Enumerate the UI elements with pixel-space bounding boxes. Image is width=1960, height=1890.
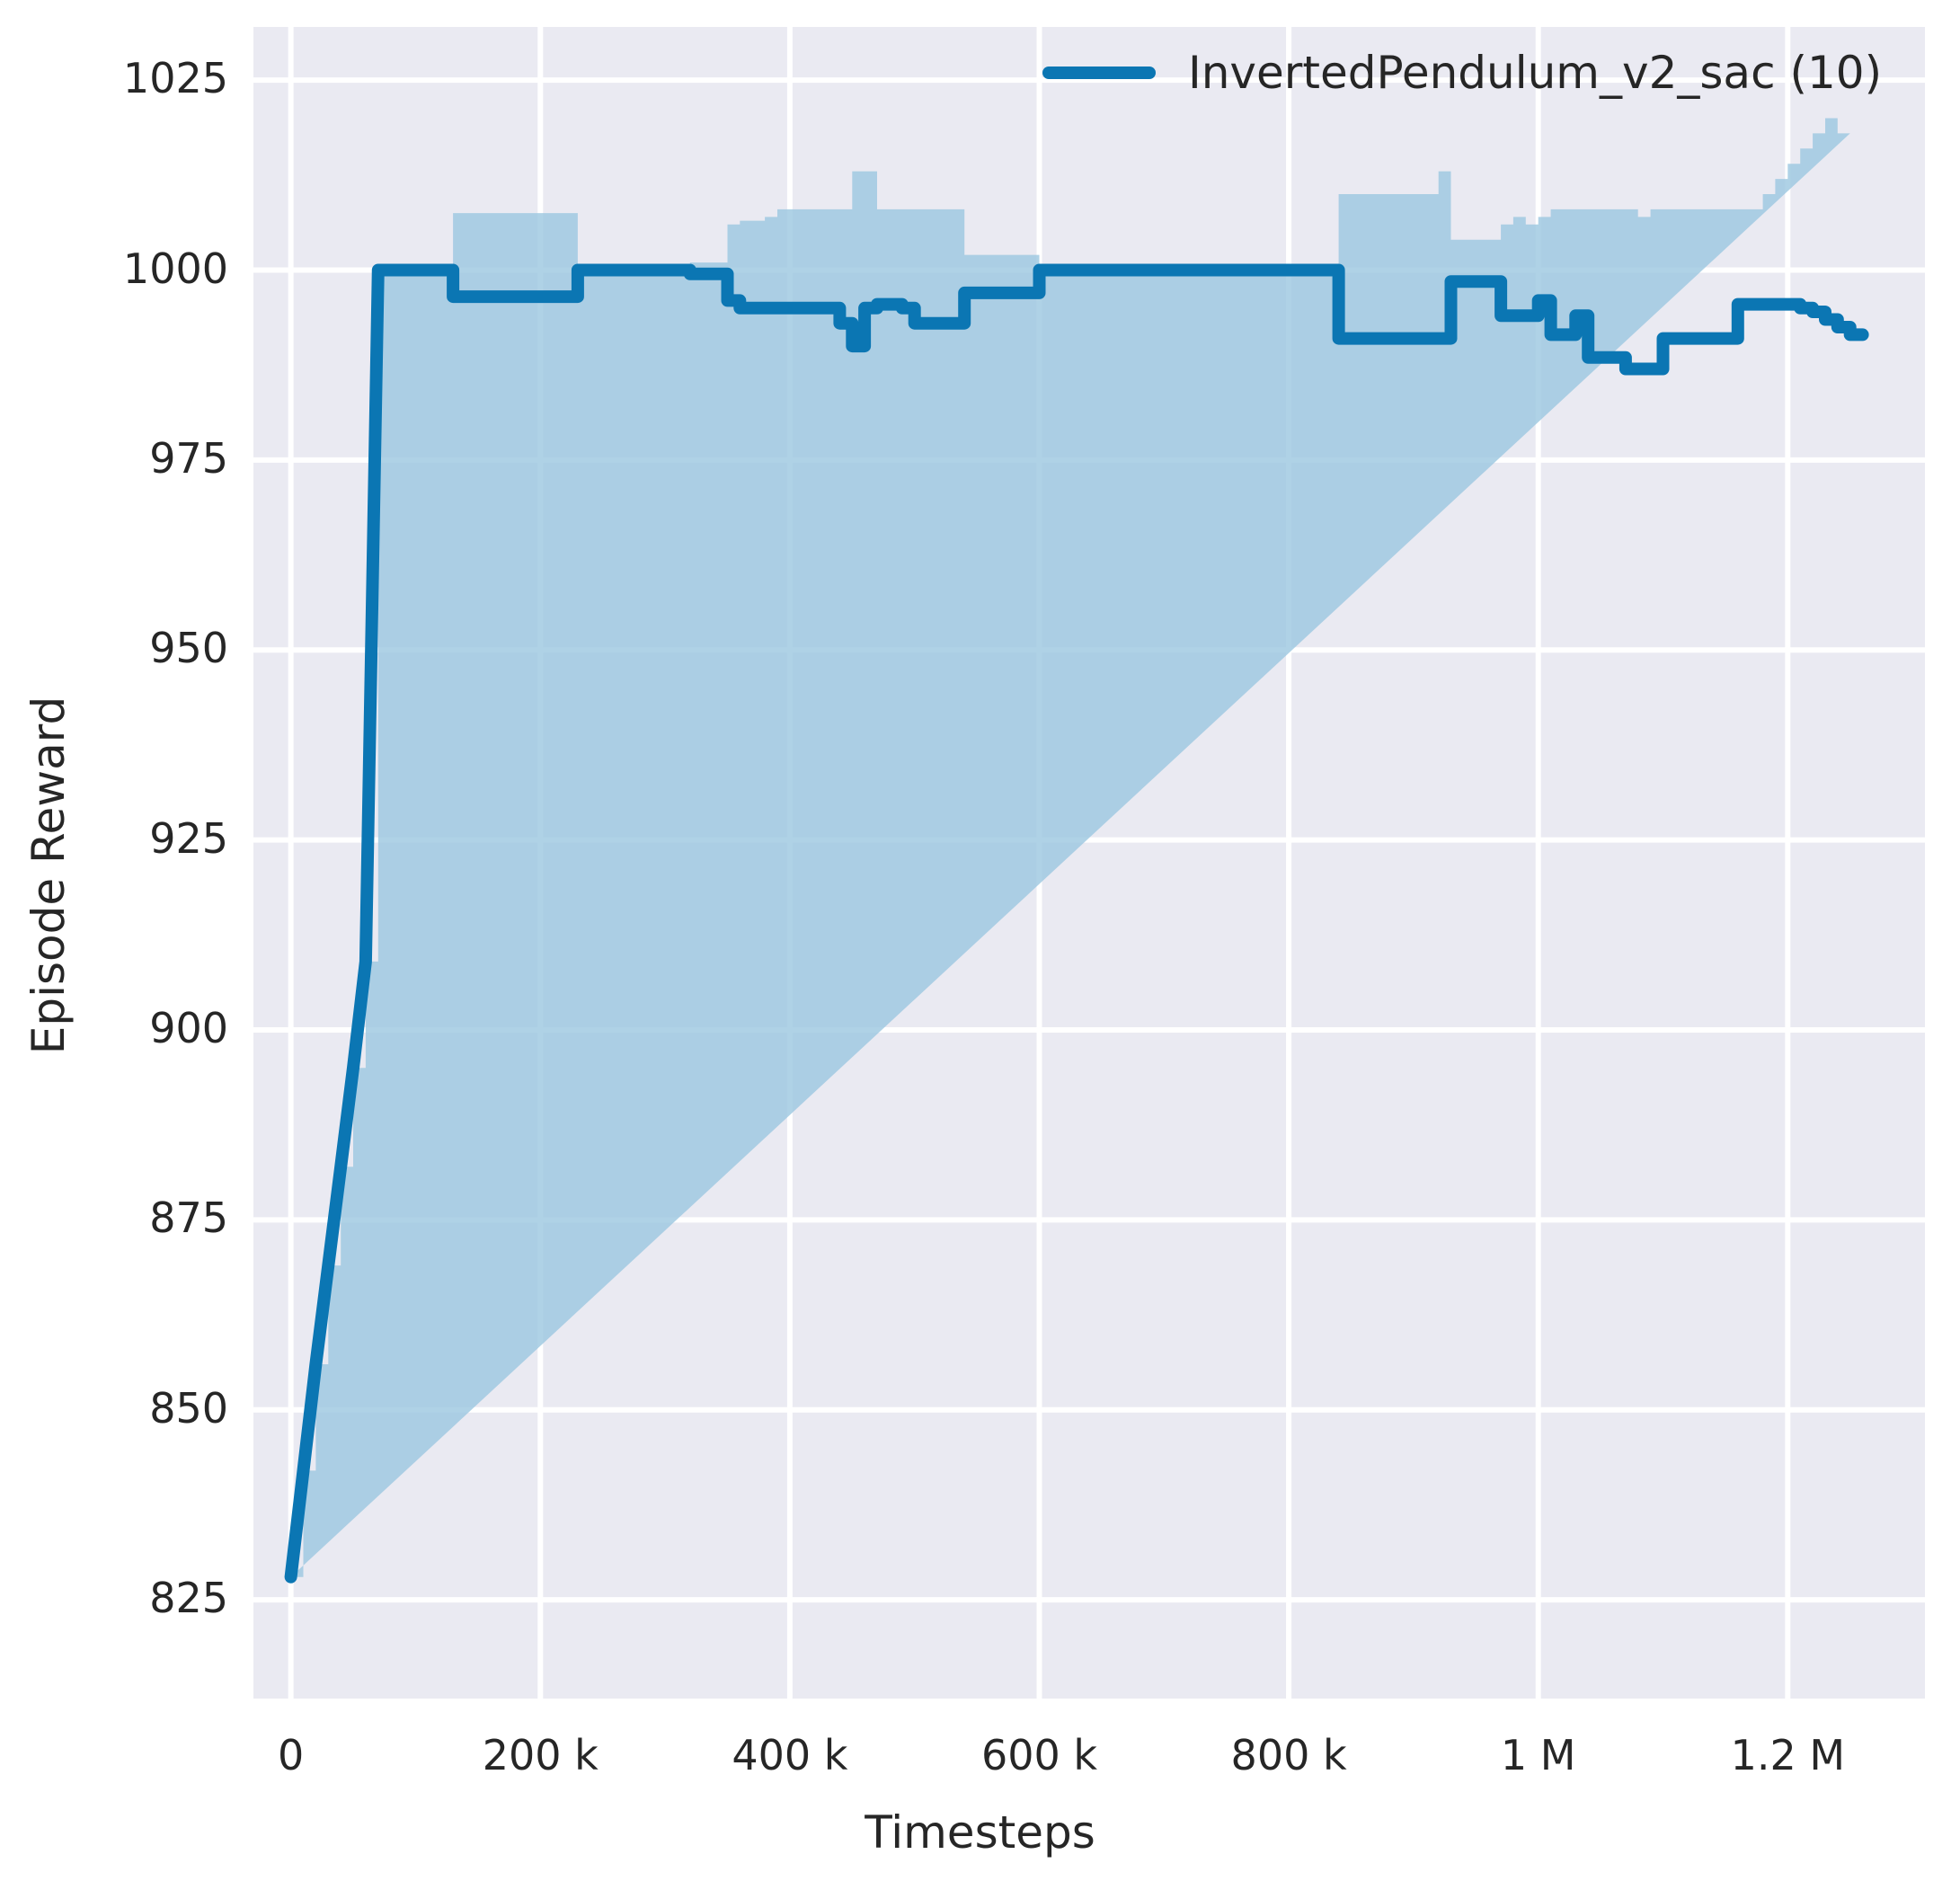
y-tick-label: 875 [149,1193,228,1243]
chart-legend: InvertedPendulum_v2_sac (10) [1042,47,1882,99]
y-tick-label: 1025 [122,54,228,103]
legend-entry-label: InvertedPendulum_v2_sac (10) [1188,47,1883,99]
y-tick-label: 900 [149,1004,228,1052]
x-tick-label: 400 k [732,1731,848,1779]
y-tick-label: 925 [149,813,228,863]
confidence-band [290,118,1850,1577]
x-tick-label: 1.2 M [1730,1731,1846,1779]
mean-reward-line [284,263,1869,1584]
x-tick-label: 200 k [482,1731,599,1779]
x-tick-label: 600 k [980,1731,1097,1779]
y-tick-label: 850 [149,1383,228,1433]
x-tick-label: 800 k [1230,1731,1347,1779]
y-tick-label: 1000 [122,244,228,293]
x-tick-label: 0 [278,1731,305,1779]
y-tick-label: 825 [149,1574,228,1623]
series-line [284,263,1869,1584]
legend-color-swatch [1042,67,1156,79]
y-axis-label: Episode Reward [22,696,75,1055]
x-axis-label: Timesteps [865,1806,1095,1859]
x-tick-label: 1 M [1500,1731,1576,1779]
y-tick-label: 950 [149,624,228,673]
y-tick-label: 975 [149,433,228,483]
confidence-band-area [290,118,1850,1577]
